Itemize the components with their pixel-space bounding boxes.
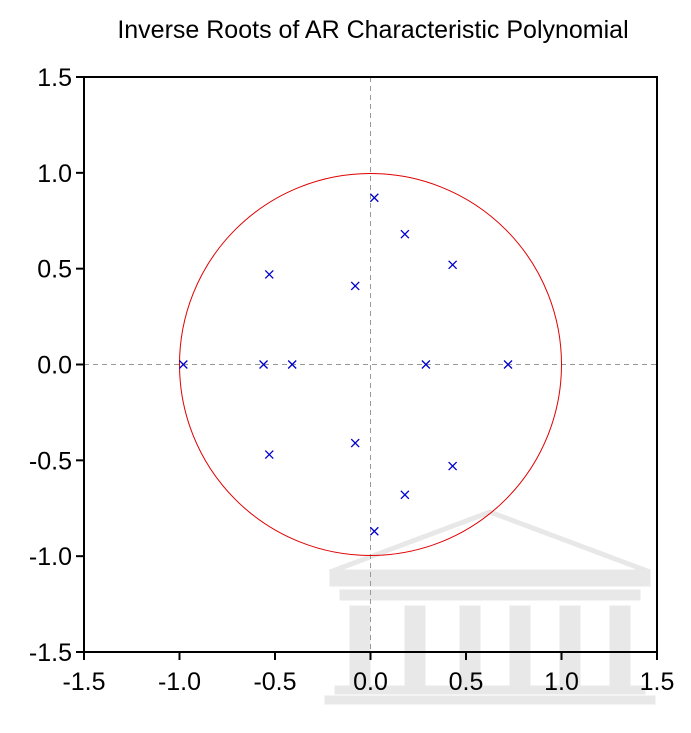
y-tick-label: 1.5 xyxy=(37,64,72,92)
root-point xyxy=(287,360,297,369)
y-tick-label: -1.5 xyxy=(29,639,72,667)
x-tick-label: -1.0 xyxy=(158,668,201,696)
x-tick-label: 1.5 xyxy=(640,668,675,696)
root-point xyxy=(264,450,274,460)
x-tick-label: 0.5 xyxy=(449,668,484,696)
root-point xyxy=(421,360,431,369)
x-tick-label: 0.0 xyxy=(353,668,388,696)
root-point xyxy=(350,281,360,291)
x-tick-label: -0.5 xyxy=(253,668,296,696)
y-tick-label: -0.5 xyxy=(29,447,72,475)
x-tick-label: 1.0 xyxy=(544,668,579,696)
y-axis: 1.5 1.0 0.5 0.0 -0.5 -1.0 -1.5 xyxy=(29,64,84,667)
x-tick-label: -1.5 xyxy=(62,668,105,696)
chart-title: Inverse Roots of AR Characteristic Polyn… xyxy=(117,16,628,44)
root-point xyxy=(448,260,458,270)
x-axis: -1.5 -1.0 -0.5 0.0 0.5 1.0 1.5 xyxy=(62,652,674,696)
y-tick-label: -1.0 xyxy=(29,543,72,571)
root-point xyxy=(400,490,410,500)
y-tick-label: 0.5 xyxy=(37,256,72,284)
y-tick-label: 0.0 xyxy=(37,352,72,380)
root-point xyxy=(448,461,458,471)
unit-circle xyxy=(179,173,562,556)
root-point xyxy=(350,438,360,448)
root-point xyxy=(178,360,188,369)
root-point xyxy=(369,526,379,536)
root-point xyxy=(503,360,513,369)
y-tick-label: 1.0 xyxy=(37,160,72,188)
root-point xyxy=(264,269,274,279)
watermark-building-icon xyxy=(324,509,656,705)
root-point xyxy=(259,360,268,369)
root-point xyxy=(369,193,379,203)
root-point xyxy=(400,229,410,239)
reference-lines xyxy=(84,77,657,652)
root-points xyxy=(178,193,513,536)
